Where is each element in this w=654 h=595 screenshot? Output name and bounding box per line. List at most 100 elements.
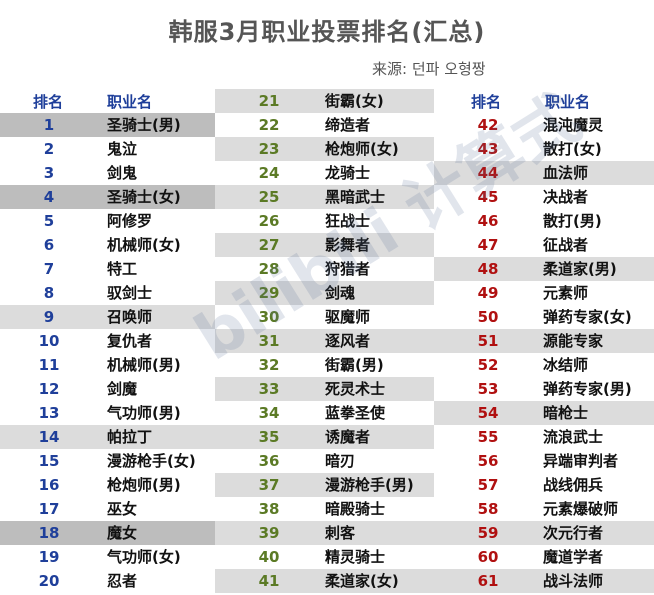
table-row: 41 柔道家(女) — [215, 569, 434, 593]
rank-number: 35 — [258, 428, 280, 446]
class-name: 血法师 — [543, 164, 589, 182]
class-name: 元素爆破师 — [543, 500, 619, 518]
rank-number: 20 — [38, 572, 60, 590]
table-row: 44 血法师 — [434, 161, 654, 185]
rank-number: 24 — [258, 164, 280, 182]
rank-number: 3 — [43, 164, 55, 182]
table-row: 31 逐风者 — [215, 329, 434, 353]
class-name: 忍者 — [107, 572, 138, 590]
class-name: 柔道家(女) — [325, 572, 399, 590]
class-name: 异端审判者 — [543, 452, 619, 470]
class-name: 特工 — [107, 260, 138, 278]
class-name: 混沌魔灵 — [543, 116, 604, 134]
rank-number: 49 — [477, 284, 499, 302]
rank-number: 32 — [258, 356, 280, 374]
class-name: 剑魔 — [107, 380, 138, 398]
col1-rank-header: 排名 — [33, 93, 64, 111]
table-row: 1 圣骑士(男) — [0, 113, 215, 137]
table-row: 19 气功师(女) — [0, 545, 215, 569]
rank-number: 43 — [477, 140, 499, 158]
table-row: 17 巫女 — [0, 497, 215, 521]
rank-number: 55 — [477, 428, 499, 446]
rank-number: 40 — [258, 548, 280, 566]
class-name: 鬼泣 — [107, 140, 138, 158]
table-row: 5 阿修罗 — [0, 209, 215, 233]
class-name: 龙骑士 — [325, 164, 371, 182]
class-name: 狩猎者 — [325, 260, 371, 278]
rank-number: 33 — [258, 380, 280, 398]
rank-number: 60 — [477, 548, 499, 566]
rank-number: 42 — [477, 116, 499, 134]
class-name: 柔道家(男) — [543, 260, 617, 278]
class-name: 决战者 — [543, 188, 589, 206]
class-name: 魔道学者 — [543, 548, 604, 566]
table-row: 6 机械师(女) — [0, 233, 215, 257]
rank-number: 28 — [258, 260, 280, 278]
class-name: 弹药专家(女) — [543, 308, 632, 326]
rank-number: 2 — [43, 140, 55, 158]
rank-number: 16 — [38, 476, 60, 494]
rank-number: 22 — [258, 116, 280, 134]
class-name: 巫女 — [107, 500, 138, 518]
table-row: 12 剑魔 — [0, 377, 215, 401]
class-name: 枪炮师(男) — [107, 476, 181, 494]
rank-number: 29 — [258, 284, 280, 302]
class-name: 漫游枪手(女) — [107, 452, 196, 470]
table-row: 54 暗枪士 — [434, 401, 654, 425]
rank-number: 6 — [43, 236, 55, 254]
table-row: 18 魔女 — [0, 521, 215, 545]
class-name: 圣骑士(女) — [107, 188, 181, 206]
rank-number: 52 — [477, 356, 499, 374]
rank-number: 44 — [477, 164, 499, 182]
class-name: 剑鬼 — [107, 164, 138, 182]
class-name: 征战者 — [543, 236, 589, 254]
table-row: 25 黑暗武士 — [215, 185, 434, 209]
rank-number: 21 — [258, 92, 280, 110]
class-name: 冰结师 — [543, 356, 589, 374]
table-row: 24 龙骑士 — [215, 161, 434, 185]
col3-rank-header: 排名 — [471, 93, 502, 111]
table-row: 60 魔道学者 — [434, 545, 654, 569]
class-name: 帕拉丁 — [107, 428, 153, 446]
rank-number: 39 — [258, 524, 280, 542]
table-row: 57 战线佣兵 — [434, 473, 654, 497]
class-name: 暗枪士 — [543, 404, 589, 422]
table-row: 58 元素爆破师 — [434, 497, 654, 521]
table-row: 16 枪炮师(男) — [0, 473, 215, 497]
class-name: 散打(男) — [543, 212, 602, 230]
class-name: 影舞者 — [325, 236, 371, 254]
class-name: 魔女 — [107, 524, 138, 542]
table-row: 29 剑魂 — [215, 281, 434, 305]
table-row: 30 驱魔师 — [215, 305, 434, 329]
table-row: 28 狩猎者 — [215, 257, 434, 281]
page-title: 韩服3月职业投票排名(汇总) — [168, 18, 486, 46]
rank-number: 38 — [258, 500, 280, 518]
rank-number: 19 — [38, 548, 60, 566]
rank-number: 13 — [38, 404, 60, 422]
table-row: 14 帕拉丁 — [0, 425, 215, 449]
class-name: 缔造者 — [325, 116, 371, 134]
rank-number: 15 — [38, 452, 60, 470]
table-row: 37 漫游枪手(男) — [215, 473, 434, 497]
rank-number: 9 — [43, 308, 55, 326]
table-row: 36 暗刃 — [215, 449, 434, 473]
table-row: 10 复仇者 — [0, 329, 215, 353]
table-row: 13 气功师(男) — [0, 401, 215, 425]
class-name: 圣骑士(男) — [107, 116, 181, 134]
class-name: 街霸(女) — [325, 92, 384, 110]
rank-number: 61 — [477, 572, 499, 590]
table-row: 48 柔道家(男) — [434, 257, 654, 281]
table-row: 32 街霸(男) — [215, 353, 434, 377]
class-name: 诱魔者 — [325, 428, 371, 446]
rank-number: 41 — [258, 572, 280, 590]
rank-number: 7 — [43, 260, 55, 278]
table-row: 53 弹药专家(男) — [434, 377, 654, 401]
rank-number: 37 — [258, 476, 280, 494]
table-row: 49 元素师 — [434, 281, 654, 305]
rank-number: 10 — [38, 332, 60, 350]
col1-class-header: 职业名 — [107, 93, 153, 111]
class-name: 气功师(女) — [107, 548, 181, 566]
class-name: 战斗法师 — [543, 572, 604, 590]
rank-number: 45 — [477, 188, 499, 206]
rank-number: 56 — [477, 452, 499, 470]
